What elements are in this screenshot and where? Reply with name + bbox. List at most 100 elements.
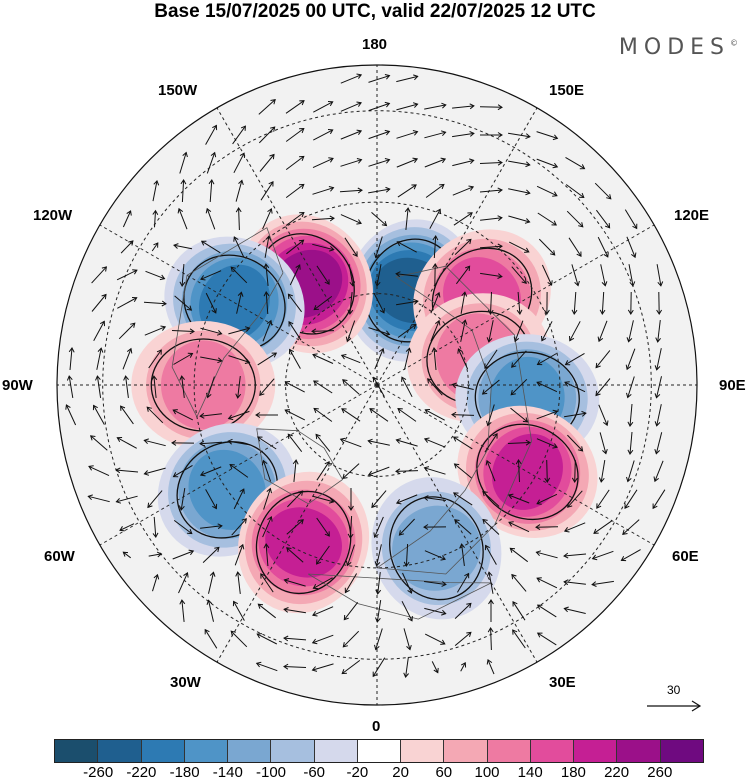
wind-arrow (227, 410, 250, 421)
wind-arrow (452, 492, 473, 506)
wind-arrow (598, 404, 609, 427)
wind-arrow (626, 320, 634, 343)
wind-arrow (626, 236, 637, 259)
wind-arrow (536, 493, 558, 505)
colorbar-segment (617, 740, 661, 762)
wind-arrow (143, 438, 166, 447)
wind-arrow (65, 404, 77, 426)
wind-arrow (288, 320, 302, 341)
wind-arrow (152, 516, 159, 539)
wind-arrow (510, 378, 528, 396)
lon-label-120e: 120E (674, 207, 710, 224)
wind-arrow (89, 435, 108, 451)
wind-arrow (452, 103, 475, 110)
wind-arrow (484, 544, 497, 565)
wind-arrow (152, 179, 160, 202)
wind-arrow (455, 265, 471, 285)
wind-arrow (199, 412, 222, 419)
wind-arrow (652, 489, 666, 510)
wind-arrow (535, 524, 559, 531)
colorbar-tick-label: -20 (346, 764, 369, 781)
wind-arrow (424, 409, 445, 421)
wind-arrow (144, 325, 167, 336)
meridian (99, 384, 378, 546)
wind-arrow (315, 433, 331, 452)
wind-arrow (283, 663, 307, 670)
wind-arrow (347, 292, 354, 315)
wind-arrow (348, 264, 356, 287)
wind-arrow (200, 270, 222, 281)
colorbar-tick-label: 220 (604, 764, 630, 781)
wind-arrow (172, 549, 195, 560)
wind-arrow (91, 293, 107, 312)
wind-arrow (374, 544, 382, 567)
wind-arrow (227, 438, 250, 446)
wind-arrow (486, 404, 495, 427)
wind-arrow (200, 356, 223, 364)
wind-arrow (284, 409, 306, 421)
wind-arrow (536, 409, 559, 420)
wind-arrow (452, 131, 475, 138)
meridian (376, 384, 655, 546)
wind-arrow (480, 132, 503, 138)
wind-arrow (482, 518, 500, 535)
wind-arrow (180, 179, 187, 203)
colorbar-segment (314, 740, 358, 762)
wind-arrow (232, 600, 245, 621)
wind-arrow (341, 408, 361, 422)
wind-arrow (453, 212, 473, 226)
wind-arrow (395, 438, 418, 447)
wind-arrow (173, 352, 194, 365)
wind-arrow (208, 179, 215, 203)
wind-arrow (396, 102, 419, 111)
wind-arrow (312, 606, 334, 617)
wind-arrow (151, 242, 159, 252)
wind-arrow (460, 661, 467, 672)
wind-arrow (620, 549, 641, 562)
wind-arrow (403, 543, 410, 567)
wind-arrow (345, 544, 355, 567)
wind-arrow (152, 209, 159, 228)
wind-arrow (591, 550, 614, 561)
wind-arrow (368, 101, 391, 112)
wind-arrow (263, 291, 270, 315)
wind-arrow (423, 524, 447, 530)
wind-arrow (395, 494, 418, 505)
wind-arrow (120, 240, 134, 254)
wind-arrow (452, 185, 475, 196)
wind-arrow (403, 628, 412, 651)
wind-arrow (536, 353, 557, 366)
wind-arrow (236, 291, 244, 314)
colorbar-segment (141, 740, 185, 762)
wind-arrow (595, 378, 611, 397)
wind-arrow (508, 132, 531, 140)
wind-arrow (348, 488, 354, 511)
wind-arrow (258, 126, 276, 144)
colorbar-segment (184, 740, 229, 762)
wind-arrow (231, 518, 247, 536)
wind-arrow (260, 573, 274, 593)
wind-arrow (284, 381, 305, 393)
colorbar-segment (444, 740, 488, 762)
wind-arrow (87, 494, 110, 503)
wind-arrow (311, 215, 335, 222)
wind-arrow (656, 264, 664, 287)
wind-arrow (285, 183, 305, 199)
wind-arrow (430, 291, 441, 314)
wind-arrow (235, 376, 242, 399)
meridian (376, 384, 538, 663)
wind-arrow (285, 155, 305, 171)
wind-arrow (200, 523, 223, 530)
wind-arrow (367, 466, 390, 477)
wind-arrow (397, 184, 417, 198)
wind-arrow (398, 518, 415, 536)
wind-arrow (536, 131, 559, 141)
wind-arrow (507, 439, 531, 446)
wind-arrow (263, 487, 272, 510)
wind-arrow (233, 152, 245, 174)
wind-arrow (424, 607, 447, 616)
wind-arrow (342, 379, 360, 395)
wind-arrow (484, 433, 498, 453)
wind-arrow (516, 291, 523, 315)
wind-arrow (368, 129, 391, 140)
